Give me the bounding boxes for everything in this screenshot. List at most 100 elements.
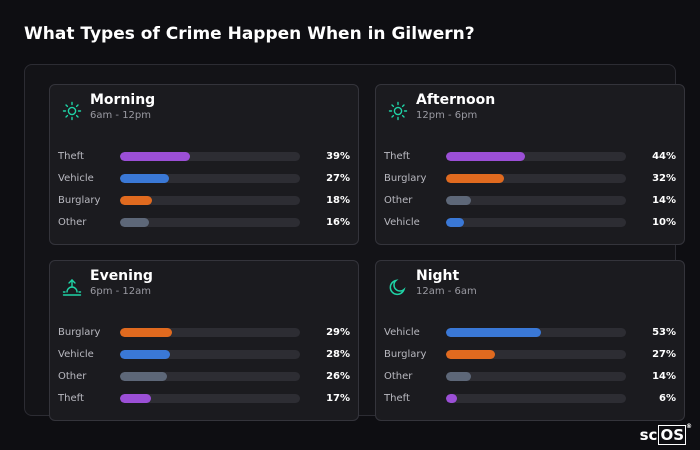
progress-fill	[446, 372, 472, 381]
card-evening: Evening 6pm - 12am Burglary 29% Vehicle 28% Ot…	[49, 260, 359, 421]
card-night: Night 12am - 6am Vehicle 53% Burglary 27% Othe…	[375, 260, 685, 421]
crime-row-burglary: Burglary 27%	[384, 345, 676, 367]
sun-icon	[388, 101, 408, 121]
crime-type-label: Theft	[58, 151, 84, 162]
progress-track	[446, 174, 626, 183]
crime-row-theft: Theft 44%	[384, 147, 676, 169]
crime-row-theft: Theft 17%	[58, 389, 350, 411]
crime-breakdown-list: Burglary 29% Vehicle 28% Other 26% Theft 17%	[58, 323, 350, 411]
crime-type-label: Other	[384, 195, 413, 206]
card-time-range: 6am - 12pm	[90, 110, 152, 121]
progress-fill	[446, 394, 457, 403]
progress-fill	[446, 174, 504, 183]
card-time-range: 12pm - 6pm	[416, 110, 478, 121]
crime-type-label: Other	[58, 217, 87, 228]
progress-fill	[120, 196, 153, 205]
card-title: Evening	[90, 268, 153, 284]
page-title: What Types of Crime Happen When in Gilwe…	[24, 24, 475, 44]
crime-row-burglary: Burglary 29%	[58, 323, 350, 345]
crime-row-vehicle: Vehicle 28%	[58, 345, 350, 367]
progress-track	[120, 350, 300, 359]
percentage-value: 16%	[326, 217, 350, 228]
percentage-value: 14%	[652, 195, 676, 206]
crime-row-burglary: Burglary 32%	[384, 169, 676, 191]
percentage-value: 29%	[326, 327, 350, 338]
percentage-value: 39%	[326, 151, 350, 162]
percentage-value: 6%	[659, 393, 676, 404]
percentage-value: 26%	[326, 371, 350, 382]
crime-row-vehicle: Vehicle 10%	[384, 213, 676, 235]
crime-row-theft: Theft 6%	[384, 389, 676, 411]
percentage-value: 27%	[652, 349, 676, 360]
crime-row-other: Other 16%	[58, 213, 350, 235]
progress-fill	[446, 196, 472, 205]
crime-row-vehicle: Vehicle 27%	[58, 169, 350, 191]
progress-track	[446, 328, 626, 337]
progress-fill	[120, 328, 173, 337]
percentage-value: 18%	[326, 195, 350, 206]
crime-row-theft: Theft 39%	[58, 147, 350, 169]
crime-breakdown-list: Theft 39% Vehicle 27% Burglary 18% Other 16%	[58, 147, 350, 235]
progress-fill	[120, 394, 151, 403]
sun-icon	[62, 101, 82, 121]
crime-row-other: Other 26%	[58, 367, 350, 389]
progress-track	[120, 372, 300, 381]
progress-fill	[446, 328, 542, 337]
crime-type-label: Vehicle	[58, 173, 94, 184]
crime-row-other: Other 14%	[384, 367, 676, 389]
progress-track	[120, 394, 300, 403]
progress-fill	[120, 372, 167, 381]
progress-track	[120, 152, 300, 161]
percentage-value: 53%	[652, 327, 676, 338]
progress-fill	[120, 152, 191, 161]
progress-track	[446, 196, 626, 205]
card-afternoon: Afternoon 12pm - 6pm Theft 44% Burglary 32% Ot…	[375, 84, 685, 245]
percentage-value: 17%	[326, 393, 350, 404]
crime-type-label: Other	[384, 371, 413, 382]
crime-type-label: Burglary	[58, 195, 101, 206]
percentage-value: 14%	[652, 371, 676, 382]
crime-type-label: Burglary	[384, 349, 427, 360]
crime-type-label: Vehicle	[58, 349, 94, 360]
card-title: Afternoon	[416, 92, 496, 108]
crime-type-label: Vehicle	[384, 217, 420, 228]
crime-row-vehicle: Vehicle 53%	[384, 323, 676, 345]
progress-track	[120, 174, 300, 183]
progress-fill	[120, 218, 149, 227]
crime-type-label: Theft	[384, 393, 410, 404]
progress-track	[446, 372, 626, 381]
progress-track	[446, 350, 626, 359]
crime-type-label: Vehicle	[384, 327, 420, 338]
crime-breakdown-list: Vehicle 53% Burglary 27% Other 14% Theft 6%	[384, 323, 676, 411]
progress-fill	[446, 218, 464, 227]
percentage-value: 10%	[652, 217, 676, 228]
progress-fill	[120, 174, 169, 183]
brand-logo: sc OS ®	[639, 423, 692, 445]
progress-track	[120, 196, 300, 205]
progress-track	[446, 218, 626, 227]
card-title: Night	[416, 268, 460, 284]
crime-type-label: Other	[58, 371, 87, 382]
crime-row-other: Other 14%	[384, 191, 676, 213]
crime-breakdown-list: Theft 44% Burglary 32% Other 14% Vehicle 10%	[384, 147, 676, 235]
percentage-value: 28%	[326, 349, 350, 360]
card-time-range: 12am - 6am	[416, 286, 477, 297]
progress-track	[446, 152, 626, 161]
progress-track	[446, 394, 626, 403]
card-time-range: 6pm - 12am	[90, 286, 152, 297]
progress-fill	[120, 350, 171, 359]
card-title: Morning	[90, 92, 156, 108]
percentage-value: 44%	[652, 151, 676, 162]
progress-track	[120, 218, 300, 227]
progress-fill	[446, 350, 495, 359]
card-morning: Morning 6am - 12pm Theft 39% Vehicle 27% Burgl…	[49, 84, 359, 245]
crime-type-label: Burglary	[384, 173, 427, 184]
moon-icon	[388, 277, 408, 297]
crime-type-label: Burglary	[58, 327, 101, 338]
progress-fill	[446, 152, 526, 161]
crime-type-label: Theft	[58, 393, 84, 404]
percentage-value: 27%	[326, 173, 350, 184]
progress-track	[120, 328, 300, 337]
sunset-icon	[62, 277, 82, 297]
crime-type-label: Theft	[384, 151, 410, 162]
